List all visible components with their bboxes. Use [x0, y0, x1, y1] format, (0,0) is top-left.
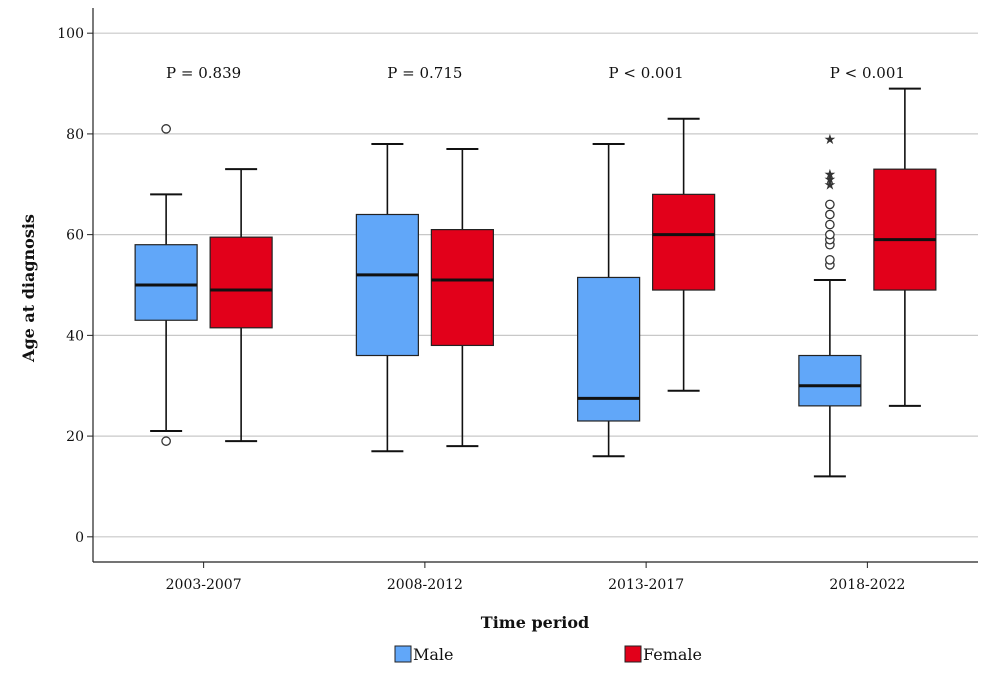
extreme-point: ★ — [824, 132, 837, 148]
axes — [92, 8, 978, 563]
extreme-point: ★ — [824, 172, 837, 188]
x-axis-ticks: 2003-2007 2008-2012 2013-2017 2018-2022 — [166, 562, 905, 593]
y-axis-title: Age at diagnosis — [19, 214, 38, 363]
outlier-point — [825, 229, 835, 240]
y-axis-ticks: 0 20 40 60 80 100 — [57, 26, 93, 546]
x-tick-label: 2018-2022 — [829, 577, 905, 593]
legend-swatch-male — [394, 645, 412, 663]
box-male-2008-2012 — [355, 142, 419, 453]
boxes: ★★★★ — [134, 87, 937, 478]
box-female-2003-2007 — [209, 168, 273, 443]
legend-label-female: Female — [643, 645, 702, 664]
box-female-2008-2012 — [430, 148, 494, 448]
y-tick-label: 0 — [75, 530, 84, 546]
legend: Male Female — [394, 645, 702, 664]
box-iqr — [355, 213, 419, 357]
outlier-point — [825, 254, 835, 265]
p-value-label: P = 0.839 — [166, 64, 241, 82]
box-iqr — [209, 236, 273, 329]
outlier-point — [161, 124, 171, 134]
box-male-2003-2007 — [134, 124, 198, 446]
legend-label-male: Male — [413, 645, 454, 664]
legend-swatch-female — [624, 645, 642, 663]
x-axis-title: Time period — [481, 613, 589, 632]
x-tick-label: 2008-2012 — [387, 577, 463, 593]
p-value-labels: P = 0.839 P = 0.715 P < 0.001 P < 0.001 — [166, 64, 905, 82]
p-value-label: P < 0.001 — [609, 64, 684, 82]
x-tick-label: 2003-2007 — [166, 577, 242, 593]
y-tick-label: 80 — [66, 127, 84, 143]
box-iqr — [873, 168, 937, 291]
p-value-label: P = 0.715 — [387, 64, 462, 82]
box-male-2013-2017 — [577, 142, 641, 458]
box-female-2013-2017 — [652, 117, 716, 392]
y-tick-label: 40 — [66, 328, 84, 344]
box-iqr — [798, 354, 862, 407]
outlier-point — [825, 219, 835, 230]
box-iqr — [652, 193, 716, 291]
extreme-point: ★ — [824, 167, 837, 183]
x-tick-label: 2013-2017 — [608, 577, 684, 593]
box-iqr — [134, 244, 198, 321]
p-value-label: P < 0.001 — [830, 64, 905, 82]
outlier-point — [825, 209, 835, 220]
extreme-point: ★ — [824, 177, 837, 193]
y-tick-label: 20 — [66, 429, 84, 445]
box-male-2018-2022: ★★★★ — [798, 132, 862, 478]
box-iqr — [430, 229, 494, 347]
box-female-2018-2022 — [873, 87, 937, 407]
outlier-point — [825, 199, 835, 210]
y-tick-label: 60 — [66, 228, 84, 244]
outlier-point — [161, 436, 171, 446]
y-tick-label: 100 — [57, 26, 84, 42]
